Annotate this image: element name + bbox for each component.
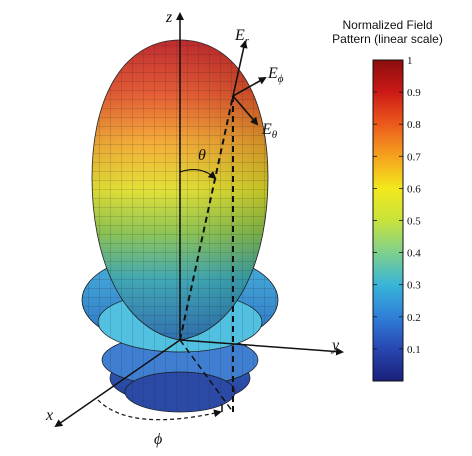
- colorbar-tick-label: 0.2: [407, 312, 421, 324]
- er-label: Er: [234, 27, 250, 47]
- etheta-label-main: E: [261, 121, 272, 138]
- colorbar-tick-label: 0.7: [407, 151, 421, 163]
- phi-label: ϕ: [154, 431, 162, 448]
- colorbar-tick-label: 0.1: [407, 344, 421, 356]
- er-label-sub: r: [245, 35, 250, 47]
- colorbar-bar: [372, 59, 404, 382]
- colorbar-tick-label: 1: [407, 55, 413, 67]
- colorbar-ticks: 1 0.9 0.8 0.7 0.6 0.5 0.4 0.3 0.2 0.1: [373, 55, 421, 356]
- colorbar: 1 0.9 0.8 0.7 0.6 0.5 0.4 0.3 0.2 0.1: [372, 55, 421, 382]
- radius-line: [179, 95, 234, 341]
- ephi-label-main: E: [267, 65, 278, 82]
- colorbar-tick-label: 0.5: [407, 216, 421, 228]
- colorbar-tick-label: 0.6: [407, 183, 421, 195]
- ephi-label: Eϕ: [267, 65, 284, 85]
- etheta-label-sub: θ: [272, 129, 278, 141]
- ephi-label-sub: ϕ: [278, 73, 284, 85]
- axes: [54, 12, 344, 428]
- theta-arc: [179, 168, 217, 180]
- z-axis-label: z: [165, 9, 173, 26]
- y-axis: [179, 339, 344, 356]
- colorbar-tick-label: 0.9: [407, 87, 421, 99]
- er-label-main: E: [234, 27, 245, 44]
- x-axis: [54, 339, 181, 428]
- ephi-vector: [232, 77, 267, 97]
- etheta-label: Eθ: [261, 121, 278, 141]
- x-axis-label: x: [45, 407, 53, 424]
- colorbar-title: Normalized Field Pattern (linear scale): [310, 18, 465, 46]
- er-vector: [232, 40, 248, 97]
- base-projection: [179, 339, 234, 413]
- y-axis-label: y: [330, 337, 340, 354]
- colorbar-title-line2: Pattern (linear scale): [332, 32, 443, 46]
- etheta-vector: [232, 95, 259, 126]
- colorbar-tick-label: 0.4: [407, 248, 421, 260]
- field-vectors: [232, 40, 267, 126]
- theta-label: θ: [198, 147, 206, 164]
- colorbar-tick-label: 0.8: [407, 119, 421, 131]
- colorbar-title-line1: Normalized Field: [342, 18, 433, 32]
- phi-arc: [97, 399, 222, 421]
- colorbar-tick-label: 0.3: [407, 280, 421, 292]
